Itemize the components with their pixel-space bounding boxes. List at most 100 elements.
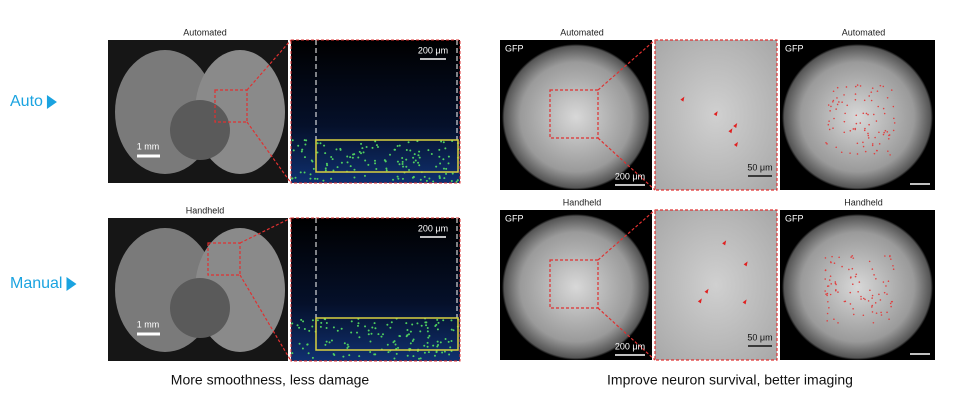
cell: [405, 165, 408, 168]
cell: [398, 163, 401, 166]
cell: [443, 350, 446, 353]
neuron-dot: [884, 129, 887, 132]
cell: [445, 167, 448, 170]
channel-label: GFP: [785, 213, 804, 223]
cell: [324, 152, 327, 155]
cell: [296, 324, 299, 327]
neuron-dot: [891, 300, 894, 303]
neuron-dot: [829, 275, 832, 278]
neuron-dot: [849, 303, 852, 305]
neuron-dot: [829, 293, 832, 296]
neuron-dot: [859, 85, 862, 87]
neuron-dot: [857, 290, 859, 293]
neuron-marker: [733, 141, 738, 147]
damage-box: [315, 317, 459, 351]
neuron-dot: [872, 321, 875, 324]
neuron-dot: [835, 146, 838, 149]
neuron-dot: [836, 86, 839, 89]
cell: [367, 163, 370, 166]
roi-link: [239, 217, 292, 244]
row-label: Auto: [10, 93, 43, 110]
neuron-dot: [892, 129, 895, 132]
neuron-dot: [860, 295, 862, 298]
cell: [298, 342, 301, 345]
cell: [435, 351, 438, 354]
cell: [350, 331, 353, 334]
neuron-marker: [713, 111, 718, 117]
cell: [324, 343, 327, 346]
cell: [291, 352, 294, 355]
cell: [373, 322, 376, 325]
roi-link: [246, 121, 292, 184]
neuron-dot: [870, 91, 873, 93]
neuron-dot: [854, 99, 857, 101]
cell: [380, 335, 383, 338]
cell: [450, 340, 453, 343]
cell: [438, 175, 441, 178]
neuron-dot: [851, 267, 854, 270]
neuron-dot: [832, 100, 834, 103]
cell: [369, 340, 372, 343]
neuron-dot: [882, 107, 885, 110]
neuron-dot: [887, 137, 890, 140]
cell: [326, 164, 329, 167]
scale-label: 200 μm: [418, 45, 448, 55]
cell: [381, 333, 384, 336]
cell: [361, 147, 364, 150]
neuron-dot: [833, 262, 836, 264]
cell: [299, 171, 302, 174]
neuron-dot: [826, 285, 829, 288]
cell: [332, 326, 335, 329]
neuron-dot: [828, 128, 831, 131]
cell: [330, 177, 333, 180]
cell: [363, 174, 366, 177]
cell: [425, 324, 428, 327]
cell: [432, 344, 435, 347]
cell: [418, 150, 421, 153]
cell: [324, 169, 327, 172]
scale-label: 50 μm: [747, 162, 772, 172]
neuron-dot: [882, 281, 885, 283]
neuron-dot: [849, 277, 852, 279]
neuron-dot: [832, 99, 835, 102]
cell: [291, 139, 294, 142]
cell: [356, 331, 359, 334]
neuron-dot: [826, 143, 828, 145]
caption: Improve neuron survival, better imaging: [607, 372, 853, 388]
cell: [311, 319, 314, 322]
neuron-dot: [863, 99, 866, 102]
neuron-dot: [862, 297, 865, 300]
cell: [349, 165, 352, 168]
cell: [428, 177, 431, 180]
roi-box: [549, 259, 599, 309]
cell: [300, 318, 303, 321]
cell: [364, 325, 367, 328]
cell: [375, 167, 378, 170]
roi-link: [246, 39, 292, 91]
neuron-dot: [858, 281, 861, 283]
neuron-dot: [824, 278, 827, 280]
neuron-dot: [856, 153, 859, 155]
cell: [405, 148, 408, 151]
cell: [294, 176, 297, 179]
cell: [401, 177, 404, 180]
neuron-dot: [875, 278, 877, 280]
neuron-dot: [875, 312, 878, 314]
cell: [452, 329, 455, 332]
neuron-dot: [843, 94, 845, 96]
cell: [320, 321, 323, 324]
cell: [373, 353, 376, 356]
cell: [426, 327, 429, 330]
neuron-dot: [871, 268, 874, 270]
neuron-dot: [875, 120, 878, 122]
neuron-dot: [883, 291, 886, 294]
cell: [406, 334, 409, 337]
neuron-dot: [828, 279, 831, 281]
brain-core: [170, 278, 230, 338]
cell: [310, 159, 313, 162]
neuron-dot: [859, 122, 862, 124]
neuron-dot: [838, 256, 840, 259]
neuron-dot: [849, 291, 852, 294]
neuron-dot: [856, 84, 859, 86]
neuron-dot: [880, 314, 883, 316]
